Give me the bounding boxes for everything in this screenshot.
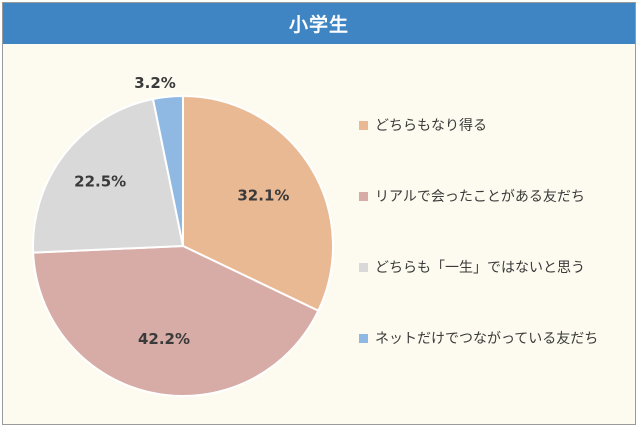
data-label: 32.1% bbox=[237, 186, 289, 204]
legend-swatch bbox=[359, 333, 368, 343]
pie-slice bbox=[32, 244, 320, 397]
legend-label: どちらもなり得る bbox=[375, 118, 487, 134]
legend-item: リアルで会ったことがある友だち bbox=[359, 186, 598, 206]
pie-slice bbox=[32, 97, 185, 254]
pie-slice bbox=[151, 94, 184, 247]
data-label: 22.5% bbox=[74, 172, 126, 190]
legend-item: どちらも「一生」ではないと思う bbox=[359, 257, 598, 277]
legend-label: リアルで会ったことがある友だち bbox=[375, 189, 585, 205]
chart-panel: 小学生 32.1% 42.2% 22.5% 3.2% どちらもなり得る リアルで会った… bbox=[2, 2, 636, 425]
legend-label: どちらも「一生」ではないと思う bbox=[375, 260, 585, 276]
legend: どちらもなり得る リアルで会ったことがある友だち どちらも「一生」ではないと思う… bbox=[359, 115, 598, 399]
legend-swatch bbox=[359, 262, 368, 272]
legend-item: ネットだけでつながっている友だち bbox=[359, 328, 598, 348]
pie-slice bbox=[182, 94, 334, 313]
legend-swatch bbox=[359, 120, 368, 130]
legend-label: ネットだけでつながっている友だち bbox=[375, 331, 599, 347]
pie-chart: 32.1% 42.2% 22.5% 3.2% bbox=[32, 74, 334, 397]
data-label: 3.2% bbox=[134, 74, 176, 92]
legend-item: どちらもなり得る bbox=[359, 115, 598, 135]
data-label: 42.2% bbox=[138, 330, 190, 348]
chart-title: 小学生 bbox=[3, 3, 635, 44]
legend-swatch bbox=[359, 191, 368, 201]
